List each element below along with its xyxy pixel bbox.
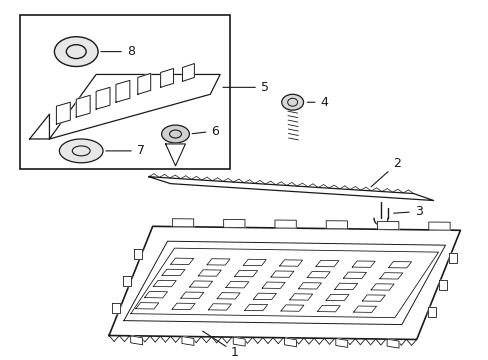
Polygon shape [362, 295, 385, 301]
Polygon shape [334, 283, 357, 289]
Polygon shape [325, 294, 348, 301]
Text: 8: 8 [101, 45, 135, 58]
Polygon shape [116, 80, 130, 102]
Bar [20, 15, 230, 169]
Polygon shape [76, 95, 90, 117]
Polygon shape [438, 280, 446, 290]
Polygon shape [162, 269, 184, 276]
Ellipse shape [54, 37, 98, 67]
Polygon shape [182, 337, 193, 346]
Polygon shape [370, 284, 393, 290]
Polygon shape [270, 271, 293, 277]
Polygon shape [379, 273, 402, 279]
Polygon shape [148, 177, 433, 201]
Polygon shape [136, 303, 159, 309]
Polygon shape [56, 102, 70, 124]
Polygon shape [182, 63, 194, 81]
Text: 2: 2 [370, 157, 400, 187]
Polygon shape [377, 221, 398, 229]
Polygon shape [181, 292, 203, 298]
Polygon shape [160, 68, 173, 87]
Polygon shape [223, 219, 244, 228]
Polygon shape [144, 292, 167, 298]
Polygon shape [134, 249, 142, 258]
Text: 4: 4 [306, 96, 327, 109]
Polygon shape [448, 253, 456, 262]
Polygon shape [279, 260, 302, 266]
Polygon shape [233, 337, 244, 346]
Polygon shape [234, 270, 257, 277]
Polygon shape [208, 304, 231, 310]
Polygon shape [274, 220, 296, 228]
Polygon shape [335, 338, 347, 347]
Polygon shape [253, 293, 276, 300]
Polygon shape [206, 259, 229, 265]
Polygon shape [317, 305, 340, 312]
Polygon shape [217, 293, 240, 299]
Polygon shape [130, 336, 142, 345]
Polygon shape [427, 307, 435, 317]
Polygon shape [244, 304, 267, 311]
Text: 6: 6 [192, 125, 219, 138]
Ellipse shape [281, 94, 303, 110]
Polygon shape [189, 281, 212, 287]
Polygon shape [298, 283, 321, 289]
Text: 3: 3 [393, 205, 422, 218]
Polygon shape [351, 261, 374, 267]
Polygon shape [386, 339, 398, 348]
Polygon shape [172, 303, 195, 310]
Polygon shape [96, 87, 110, 109]
Polygon shape [170, 258, 193, 265]
Ellipse shape [162, 125, 189, 143]
Polygon shape [153, 280, 176, 287]
Polygon shape [122, 276, 131, 286]
Polygon shape [138, 73, 150, 94]
Polygon shape [262, 282, 285, 288]
Polygon shape [30, 114, 49, 139]
Polygon shape [315, 260, 338, 267]
Polygon shape [243, 259, 266, 266]
Text: 5: 5 [223, 81, 268, 94]
Polygon shape [281, 305, 304, 311]
Polygon shape [325, 221, 347, 229]
Polygon shape [172, 219, 193, 227]
Ellipse shape [59, 139, 103, 163]
Polygon shape [165, 144, 185, 166]
Polygon shape [49, 75, 220, 139]
Polygon shape [388, 261, 411, 268]
Polygon shape [109, 226, 460, 339]
Text: 1: 1 [202, 331, 239, 359]
Polygon shape [428, 222, 449, 230]
Polygon shape [198, 270, 221, 276]
Polygon shape [225, 282, 248, 288]
Polygon shape [306, 271, 329, 278]
Polygon shape [343, 272, 366, 279]
Polygon shape [284, 338, 296, 347]
Polygon shape [353, 306, 376, 312]
Polygon shape [112, 303, 120, 313]
Text: 7: 7 [105, 144, 144, 157]
Polygon shape [289, 294, 312, 300]
